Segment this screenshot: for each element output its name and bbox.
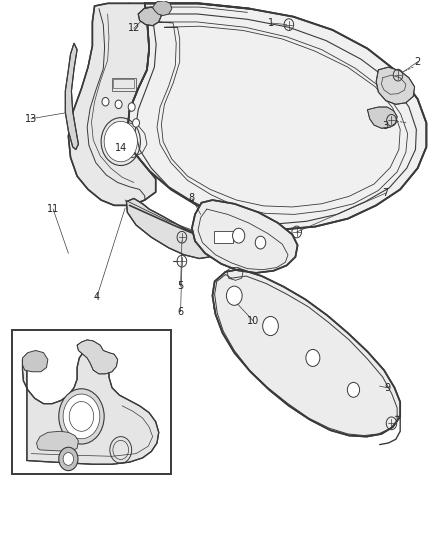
Polygon shape [138,7,161,26]
Circle shape [255,236,266,249]
Text: 7: 7 [383,188,389,198]
Text: 5: 5 [177,281,184,291]
Circle shape [63,453,74,465]
Text: 6: 6 [177,306,184,317]
Circle shape [121,425,130,435]
Polygon shape [65,43,78,150]
Circle shape [60,394,71,407]
Circle shape [115,100,122,109]
Circle shape [347,382,360,397]
Polygon shape [68,3,155,205]
Text: 2: 2 [414,57,421,67]
Polygon shape [22,348,159,464]
Circle shape [108,417,119,430]
Text: 4: 4 [94,292,100,302]
Bar [113,79,134,88]
Circle shape [63,394,100,439]
Polygon shape [376,67,415,104]
Text: 12: 12 [127,23,140,34]
Bar [112,78,136,91]
Text: 3: 3 [383,120,389,131]
Polygon shape [152,1,172,15]
Bar [12,330,171,474]
Polygon shape [77,340,118,374]
Circle shape [306,350,320,367]
Circle shape [36,395,45,406]
Polygon shape [127,3,426,229]
Text: 14: 14 [115,143,127,154]
Text: 8: 8 [189,193,195,204]
Circle shape [128,103,135,111]
Polygon shape [212,269,400,437]
Text: 10: 10 [247,316,259,326]
Circle shape [59,389,104,444]
Circle shape [59,447,78,471]
Polygon shape [36,431,78,451]
Text: 1: 1 [268,18,275,28]
Circle shape [263,317,279,336]
Circle shape [104,122,138,162]
Bar [214,231,233,243]
Circle shape [46,394,56,407]
Polygon shape [127,198,219,259]
Polygon shape [367,107,397,128]
Circle shape [233,228,245,243]
Polygon shape [192,200,297,273]
Polygon shape [22,351,48,372]
Circle shape [102,98,109,106]
Text: 13: 13 [25,114,37,124]
Circle shape [43,408,59,427]
Text: 11: 11 [47,204,59,214]
Circle shape [30,356,39,367]
Circle shape [226,286,242,305]
Circle shape [133,119,140,127]
Text: 9: 9 [384,383,390,393]
